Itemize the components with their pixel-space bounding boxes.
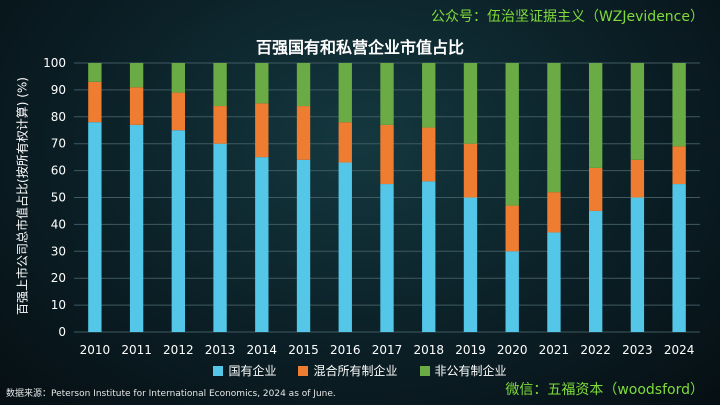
bar-segment-state xyxy=(171,130,186,332)
legend-swatch-mixed xyxy=(298,365,309,376)
bar-segment-mixed xyxy=(338,122,352,163)
y-tick-label: 80 xyxy=(51,110,66,124)
bar-segment-private xyxy=(547,63,561,193)
bar-segment-state xyxy=(422,181,436,332)
data-source-note: 数据来源：Peterson Institute for Internationa… xyxy=(6,389,336,399)
bar-segment-mixed xyxy=(463,143,478,198)
bar-segment-state xyxy=(338,162,352,332)
y-tick-label: 50 xyxy=(51,191,66,205)
bar-segment-private xyxy=(88,63,102,82)
bar-segment-private xyxy=(463,63,478,144)
legend-item-state: 国有企业 xyxy=(213,362,276,379)
y-tick-label: 60 xyxy=(51,164,66,178)
x-tick-label: 2010 xyxy=(80,343,111,357)
bar-segment-mixed xyxy=(630,159,645,198)
bar-segment-state xyxy=(296,159,311,332)
bar-segment-state xyxy=(547,232,561,332)
bar-segment-state xyxy=(588,210,603,332)
bar-segment-private xyxy=(338,63,352,123)
x-tick-label: 2011 xyxy=(121,343,152,357)
bar-segment-private xyxy=(422,63,436,128)
legend-item-private: 非公有制企业 xyxy=(419,362,507,379)
bar-segment-state xyxy=(380,184,394,332)
bar-segment-private xyxy=(630,63,645,160)
legend-label-private: 非公有制企业 xyxy=(434,364,507,378)
chart-legend: 国有企业 混合所有制企业 非公有制企业 xyxy=(0,362,720,379)
legend-item-mixed: 混合所有制企业 xyxy=(298,362,398,379)
x-tick-label: 2019 xyxy=(455,343,486,357)
x-tick-label: 2015 xyxy=(288,343,319,357)
x-tick-label: 2018 xyxy=(413,343,444,357)
bar-segment-mixed xyxy=(213,106,227,144)
account-label: 公众号：伍治坚证据主义（WZJevidence） xyxy=(430,9,704,25)
bar-segment-private xyxy=(380,63,394,125)
bar-segment-private xyxy=(505,63,519,206)
bar-segment-state xyxy=(255,157,269,332)
bar-segment-private xyxy=(255,63,269,104)
y-tick-label: 40 xyxy=(51,217,66,231)
x-tick-label: 2023 xyxy=(622,343,653,357)
bar-segment-private xyxy=(588,63,603,168)
bar-segment-mixed xyxy=(672,146,686,185)
bar-segment-state xyxy=(463,197,478,332)
bar-segment-private xyxy=(213,63,227,107)
x-tick-label: 2016 xyxy=(330,343,361,357)
y-tick-label: 10 xyxy=(51,298,66,312)
x-tick-label: 2014 xyxy=(247,343,278,357)
wechat-label: 微信：五福资本（woodsford） xyxy=(505,382,704,398)
bar-segment-state xyxy=(630,197,645,332)
x-tick-label: 2022 xyxy=(580,343,611,357)
x-tick-label: 2013 xyxy=(205,343,236,357)
y-tick-label: 70 xyxy=(51,137,66,151)
bar-segment-state xyxy=(505,251,519,332)
bar-segment-mixed xyxy=(422,127,436,182)
bar-segment-mixed xyxy=(380,124,394,185)
legend-swatch-private xyxy=(419,365,430,376)
bar-segment-mixed xyxy=(129,87,144,125)
bar-segment-mixed xyxy=(296,106,311,160)
bar-segment-private xyxy=(296,63,311,107)
legend-swatch-state xyxy=(213,365,224,376)
x-tick-label: 2017 xyxy=(372,343,403,357)
legend-label-state: 国有企业 xyxy=(228,364,277,378)
bar-segment-mixed xyxy=(505,205,519,252)
x-tick-label: 2020 xyxy=(497,343,528,357)
bar-segment-mixed xyxy=(547,192,561,233)
bar-segment-state xyxy=(88,122,102,333)
bar-segment-private xyxy=(672,63,686,147)
y-tick-label: 100 xyxy=(43,56,66,70)
y-tick-label: 20 xyxy=(51,271,66,285)
bar-segment-mixed xyxy=(88,81,102,123)
bar-segment-private xyxy=(129,63,144,88)
bar-segment-mixed xyxy=(255,103,269,158)
bar-segment-mixed xyxy=(171,92,186,131)
bar-segment-state xyxy=(672,184,686,332)
x-tick-label: 2021 xyxy=(539,343,570,357)
y-tick-label: 0 xyxy=(58,325,66,339)
x-tick-label: 2012 xyxy=(163,343,194,357)
bar-segment-mixed xyxy=(588,167,603,211)
legend-label-mixed: 混合所有制企业 xyxy=(313,364,398,378)
y-tick-label: 90 xyxy=(51,83,66,97)
x-tick-label: 2024 xyxy=(664,343,695,357)
y-tick-label: 30 xyxy=(51,244,66,258)
chart-title: 百强国有和私营企业市值占比 xyxy=(255,38,464,57)
bar-segment-state xyxy=(213,143,227,332)
bar-segment-private xyxy=(171,63,186,93)
bar-segment-state xyxy=(129,124,144,333)
